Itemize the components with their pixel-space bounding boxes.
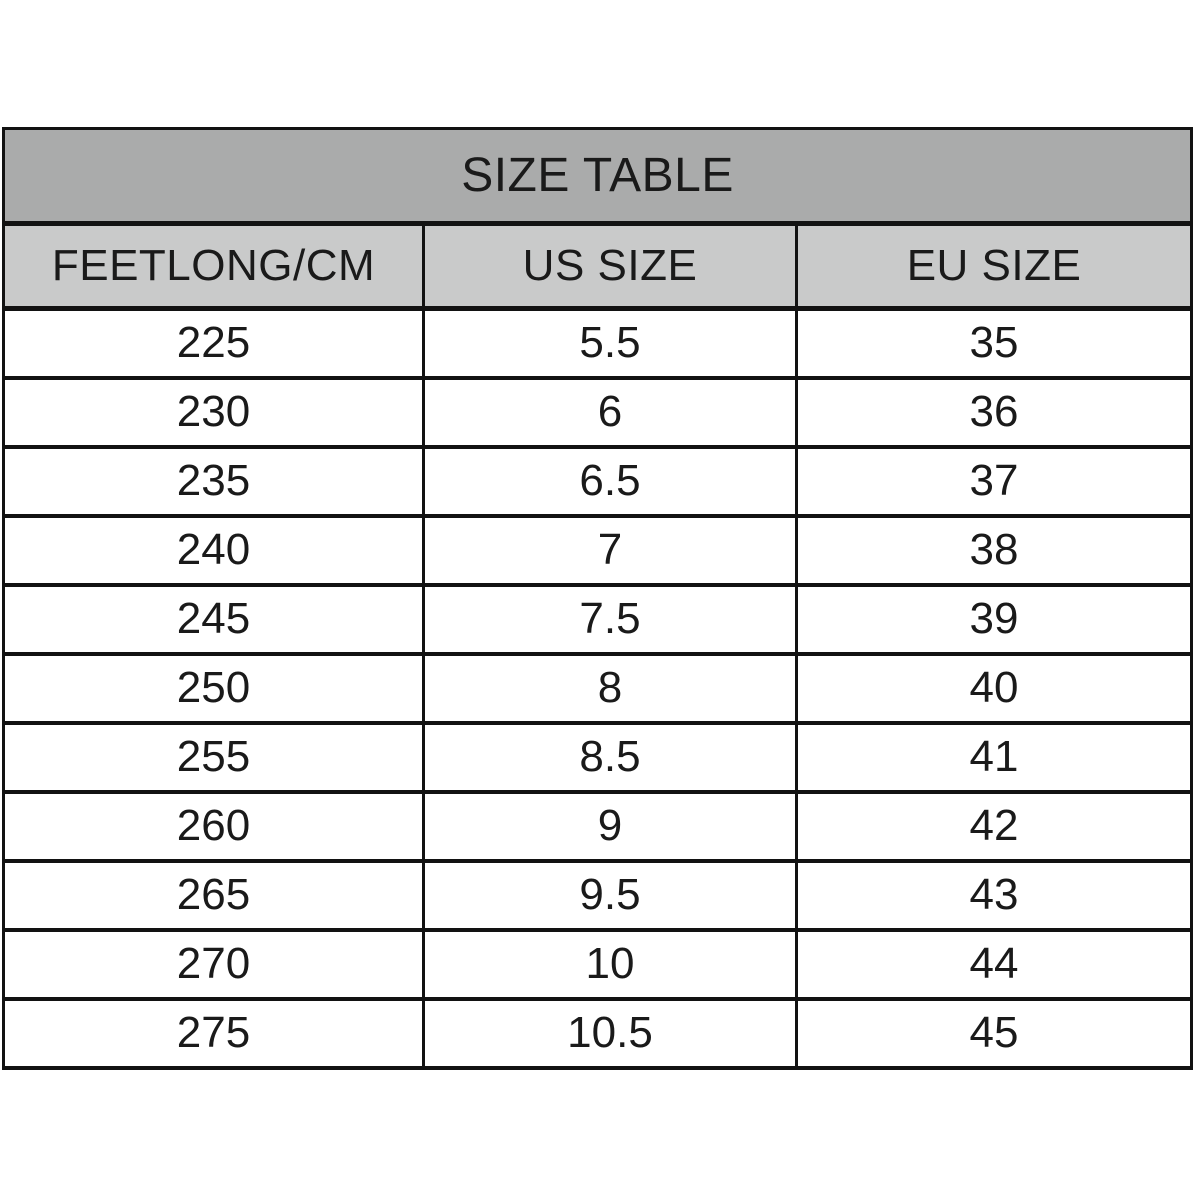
cell-feetlong-cm: 230: [2, 377, 425, 449]
cell-eu-size: 35: [794, 308, 1194, 380]
cell-us-size: 8: [422, 653, 798, 725]
size-table-head: SIZE TABLE FEETLONG/CM US SIZE EU SIZE: [1, 127, 1194, 311]
cell-us-size: 9.5: [422, 860, 798, 932]
table-row: 245 7.5 39: [2, 584, 1194, 656]
size-table-container: SIZE TABLE FEETLONG/CM US SIZE EU SIZE 2…: [1, 127, 1194, 1070]
cell-eu-size: 45: [794, 998, 1194, 1070]
cell-us-size: 7: [422, 515, 798, 587]
table-row: 250 8 40: [2, 653, 1194, 725]
cell-eu-size: 42: [794, 791, 1194, 863]
cell-us-size: 6: [422, 377, 798, 449]
cell-us-size: 10.5: [422, 998, 798, 1070]
cell-feetlong-cm: 245: [2, 584, 425, 656]
table-title-row: SIZE TABLE: [1, 127, 1194, 226]
size-table: SIZE TABLE FEETLONG/CM US SIZE EU SIZE 2…: [1, 127, 1194, 1070]
cell-us-size: 6.5: [422, 446, 798, 518]
column-header-feetlong-cm: FEETLONG/CM: [2, 223, 425, 311]
cell-feetlong-cm: 260: [2, 791, 425, 863]
table-row: 230 6 36: [2, 377, 1194, 449]
table-row: 240 7 38: [2, 515, 1194, 587]
column-header-us-size: US SIZE: [422, 223, 798, 311]
cell-eu-size: 38: [794, 515, 1194, 587]
size-table-body: 225 5.5 35 230 6 36 235 6.5 37 240 7 38 245 7.5 39 250 8…: [2, 308, 1194, 1070]
cell-eu-size: 41: [794, 722, 1194, 794]
cell-eu-size: 37: [794, 446, 1194, 518]
cell-eu-size: 39: [794, 584, 1194, 656]
table-row: 265 9.5 43: [2, 860, 1194, 932]
cell-us-size: 7.5: [422, 584, 798, 656]
cell-us-size: 5.5: [422, 308, 798, 380]
page-title: SIZE TABLE: [1, 127, 1194, 226]
cell-us-size: 10: [422, 929, 798, 1001]
cell-feetlong-cm: 235: [2, 446, 425, 518]
table-row: 255 8.5 41: [2, 722, 1194, 794]
table-row: 225 5.5 35: [2, 308, 1194, 380]
cell-feetlong-cm: 265: [2, 860, 425, 932]
table-header-row: FEETLONG/CM US SIZE EU SIZE: [2, 223, 1194, 311]
cell-eu-size: 36: [794, 377, 1194, 449]
table-row: 260 9 42: [2, 791, 1194, 863]
cell-feetlong-cm: 225: [2, 308, 425, 380]
table-row: 235 6.5 37: [2, 446, 1194, 518]
cell-us-size: 9: [422, 791, 798, 863]
cell-feetlong-cm: 240: [2, 515, 425, 587]
cell-eu-size: 40: [794, 653, 1194, 725]
cell-feetlong-cm: 270: [2, 929, 425, 1001]
cell-eu-size: 44: [794, 929, 1194, 1001]
cell-feetlong-cm: 250: [2, 653, 425, 725]
cell-eu-size: 43: [794, 860, 1194, 932]
table-row: 270 10 44: [2, 929, 1194, 1001]
column-header-eu-size: EU SIZE: [794, 223, 1194, 311]
cell-us-size: 8.5: [422, 722, 798, 794]
table-row: 275 10.5 45: [2, 998, 1194, 1070]
cell-feetlong-cm: 255: [2, 722, 425, 794]
cell-feetlong-cm: 275: [2, 998, 425, 1070]
